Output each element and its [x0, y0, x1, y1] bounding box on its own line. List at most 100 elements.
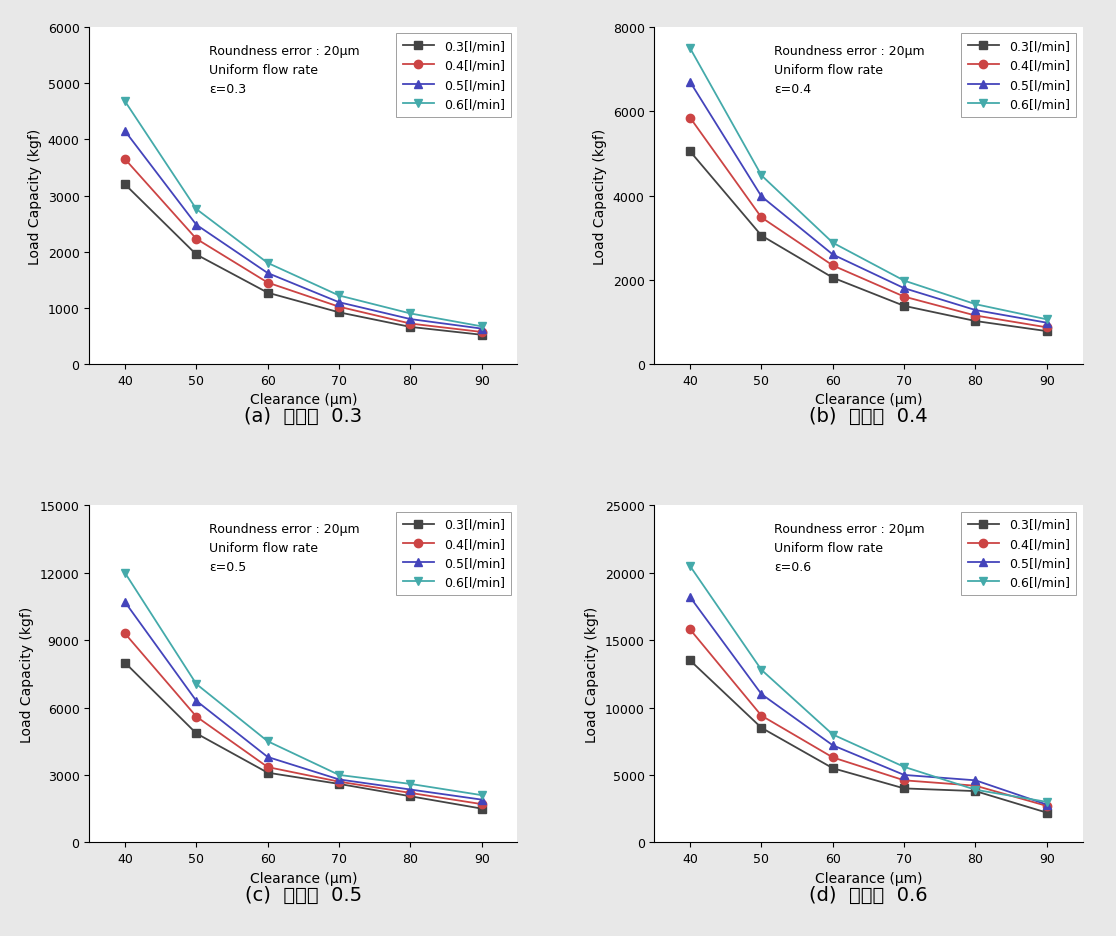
0.3[l/min] [754, 230, 768, 241]
0.5[l/min] [261, 268, 275, 279]
0.6[l/min] [754, 170, 768, 182]
0.3[l/min] [190, 250, 203, 261]
X-axis label: Clearance (μm): Clearance (μm) [815, 870, 922, 885]
0.6[l/min] [261, 736, 275, 747]
Text: Roundness error : 20μm
Uniform flow rate
ε=0.4: Roundness error : 20μm Uniform flow rate… [775, 45, 925, 95]
0.3[l/min] [1040, 326, 1054, 337]
0.3[l/min] [404, 791, 417, 802]
0.3[l/min] [190, 728, 203, 739]
0.4[l/min] [969, 781, 982, 792]
0.6[l/min] [404, 309, 417, 320]
Y-axis label: Load Capacity (kgf): Load Capacity (kgf) [20, 607, 35, 742]
0.5[l/min] [969, 775, 982, 786]
0.6[l/min] [118, 96, 132, 108]
0.4[l/min] [683, 113, 696, 124]
Line: 0.6[l/min]: 0.6[l/min] [121, 569, 485, 799]
Text: (a)  편심율  0.3: (a) 편심율 0.3 [244, 407, 363, 426]
0.4[l/min] [333, 301, 346, 313]
0.5[l/min] [333, 774, 346, 785]
0.5[l/min] [118, 597, 132, 608]
0.4[l/min] [826, 752, 839, 763]
0.4[l/min] [475, 798, 489, 810]
Line: 0.4[l/min]: 0.4[l/min] [121, 155, 485, 337]
Legend: 0.3[l/min], 0.4[l/min], 0.5[l/min], 0.6[l/min]: 0.3[l/min], 0.4[l/min], 0.5[l/min], 0.6[… [396, 512, 511, 595]
Line: 0.4[l/min]: 0.4[l/min] [686, 114, 1051, 332]
Legend: 0.3[l/min], 0.4[l/min], 0.5[l/min], 0.6[l/min]: 0.3[l/min], 0.4[l/min], 0.5[l/min], 0.6[… [396, 35, 511, 118]
0.5[l/min] [404, 314, 417, 326]
0.3[l/min] [683, 655, 696, 666]
0.5[l/min] [404, 784, 417, 796]
0.5[l/min] [190, 695, 203, 707]
0.6[l/min] [118, 567, 132, 578]
0.5[l/min] [118, 126, 132, 138]
0.4[l/min] [826, 260, 839, 271]
X-axis label: Clearance (μm): Clearance (μm) [250, 393, 357, 407]
0.4[l/min] [404, 787, 417, 798]
0.3[l/min] [333, 307, 346, 318]
0.5[l/min] [1040, 799, 1054, 811]
0.5[l/min] [754, 192, 768, 203]
0.5[l/min] [683, 592, 696, 603]
0.6[l/min] [404, 779, 417, 790]
Text: (b)  편심율  0.4: (b) 편심율 0.4 [809, 407, 927, 426]
0.3[l/min] [826, 272, 839, 284]
0.6[l/min] [333, 769, 346, 781]
0.6[l/min] [475, 790, 489, 801]
0.6[l/min] [190, 204, 203, 215]
Line: 0.3[l/min]: 0.3[l/min] [121, 659, 485, 812]
0.5[l/min] [1040, 317, 1054, 329]
0.4[l/min] [333, 776, 346, 787]
0.6[l/min] [754, 665, 768, 676]
Line: 0.5[l/min]: 0.5[l/min] [121, 598, 485, 804]
0.6[l/min] [333, 290, 346, 301]
0.6[l/min] [190, 679, 203, 690]
Line: 0.5[l/min]: 0.5[l/min] [121, 127, 485, 333]
0.4[l/min] [1040, 800, 1054, 812]
0.3[l/min] [261, 287, 275, 299]
0.4[l/min] [118, 154, 132, 166]
0.3[l/min] [897, 782, 911, 794]
Text: (d)  편심율  0.6: (d) 편심율 0.6 [809, 885, 927, 903]
0.4[l/min] [897, 775, 911, 786]
0.4[l/min] [261, 278, 275, 289]
0.3[l/min] [475, 329, 489, 341]
0.3[l/min] [475, 803, 489, 814]
0.3[l/min] [118, 657, 132, 668]
0.3[l/min] [969, 785, 982, 797]
0.5[l/min] [475, 794, 489, 805]
0.6[l/min] [1040, 797, 1054, 808]
Text: Roundness error : 20μm
Uniform flow rate
ε=0.5: Roundness error : 20μm Uniform flow rate… [209, 522, 359, 574]
0.3[l/min] [333, 779, 346, 790]
0.4[l/min] [190, 234, 203, 245]
0.4[l/min] [1040, 322, 1054, 333]
0.5[l/min] [475, 324, 489, 335]
Line: 0.3[l/min]: 0.3[l/min] [686, 148, 1051, 336]
0.5[l/min] [333, 298, 346, 309]
0.3[l/min] [404, 322, 417, 333]
0.3[l/min] [683, 147, 696, 158]
Line: 0.5[l/min]: 0.5[l/min] [686, 593, 1051, 809]
0.3[l/min] [826, 763, 839, 774]
Text: (c)  편심율  0.5: (c) 편심율 0.5 [244, 885, 362, 903]
Line: 0.4[l/min]: 0.4[l/min] [121, 630, 485, 809]
Line: 0.6[l/min]: 0.6[l/min] [121, 98, 485, 331]
0.5[l/min] [969, 305, 982, 316]
0.4[l/min] [754, 212, 768, 224]
0.3[l/min] [969, 316, 982, 328]
0.4[l/min] [683, 624, 696, 636]
Y-axis label: Load Capacity (kgf): Load Capacity (kgf) [593, 128, 607, 264]
0.5[l/min] [754, 689, 768, 700]
0.4[l/min] [118, 628, 132, 639]
0.3[l/min] [1040, 807, 1054, 818]
0.6[l/min] [897, 761, 911, 772]
0.4[l/min] [475, 327, 489, 338]
0.5[l/min] [190, 220, 203, 231]
0.6[l/min] [1040, 314, 1054, 326]
0.6[l/min] [969, 300, 982, 311]
0.6[l/min] [683, 43, 696, 54]
X-axis label: Clearance (μm): Clearance (μm) [815, 393, 922, 407]
0.3[l/min] [118, 180, 132, 191]
0.6[l/min] [261, 258, 275, 270]
Text: Roundness error : 20μm
Uniform flow rate
ε=0.3: Roundness error : 20μm Uniform flow rate… [209, 45, 359, 95]
0.5[l/min] [826, 250, 839, 261]
